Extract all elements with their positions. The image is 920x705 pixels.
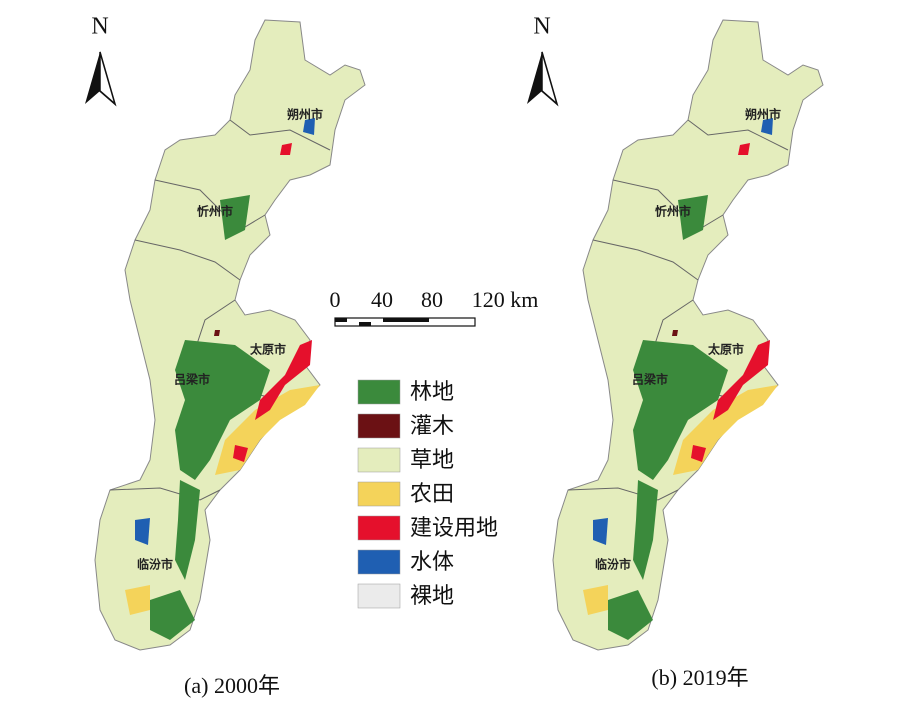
scale-label: 0 xyxy=(330,287,341,312)
city-label: 吕梁市 xyxy=(174,372,210,387)
legend-swatch xyxy=(357,379,401,405)
scale-label: 80 xyxy=(421,287,443,312)
city-label: 吕梁市 xyxy=(632,372,668,387)
city-label: 朔州市 xyxy=(745,107,781,122)
city-label: 临汾市 xyxy=(595,557,631,572)
city-label: 忻州市 xyxy=(655,204,691,219)
legend-label: 林地 xyxy=(410,380,454,405)
legend-swatch xyxy=(357,583,401,609)
north-arrow xyxy=(84,51,116,105)
scale-label: 40 xyxy=(371,287,393,312)
caption: (a) 2000年 xyxy=(184,673,280,698)
scale-label: 120 km xyxy=(472,287,539,312)
legend-label: 草地 xyxy=(410,448,454,473)
legend-label: 灌木 xyxy=(410,414,454,439)
city-label: 临汾市 xyxy=(137,557,173,572)
north-label: N xyxy=(91,14,108,40)
city-label: 朔州市 xyxy=(287,107,323,122)
scale-bar: 0 40 80 120 km xyxy=(330,287,539,327)
map xyxy=(94,19,366,651)
legend-label: 农田 xyxy=(410,482,454,507)
legend-label: 水体 xyxy=(410,550,454,575)
legend-label: 建设用地 xyxy=(410,516,498,541)
legend-swatch xyxy=(357,515,401,541)
legend-swatch xyxy=(357,549,401,575)
map xyxy=(552,19,824,651)
north-arrow xyxy=(526,51,558,105)
city-label: 太原市 xyxy=(708,342,744,357)
caption: (b) 2019年 xyxy=(651,665,748,690)
legend-swatch xyxy=(357,413,401,439)
city-label: 太原市 xyxy=(250,342,286,357)
north-label: N xyxy=(533,14,550,40)
city-label: 忻州市 xyxy=(197,204,233,219)
legend-label: 裸地 xyxy=(410,584,454,609)
legend-swatch xyxy=(357,447,401,473)
legend-swatch xyxy=(357,481,401,507)
